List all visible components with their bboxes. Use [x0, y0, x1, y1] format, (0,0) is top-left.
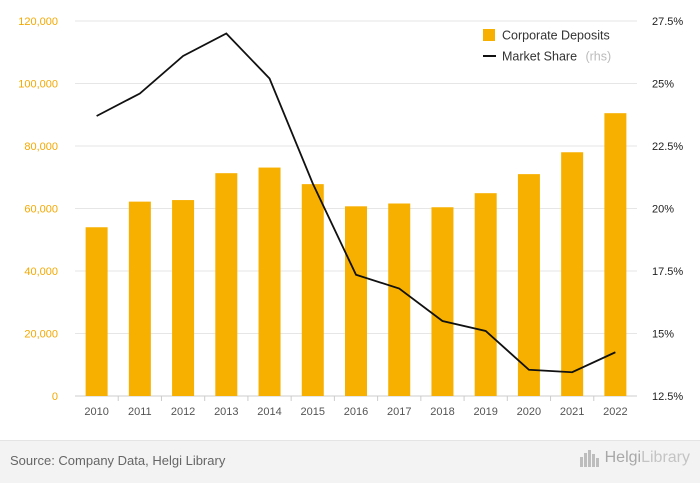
- market-share-line: [96, 32, 616, 374]
- bar: [474, 193, 497, 396]
- bar-series-corporate-deposits: [85, 113, 627, 396]
- bar: [431, 207, 454, 396]
- x-tick-label: 2010: [84, 406, 108, 418]
- right-tick-label: 17.5%: [652, 266, 683, 278]
- x-tick-label: 2022: [603, 406, 627, 418]
- bar: [258, 167, 281, 396]
- left-tick-label: 120,000: [18, 16, 58, 28]
- right-tick-label: 12.5%: [652, 391, 683, 403]
- x-tick-label: 2011: [128, 406, 152, 418]
- bar: [215, 173, 238, 396]
- left-axis-ticks: 0 20,000 40,000 60,000 80,000 100,000 120,000: [18, 16, 58, 403]
- x-axis-ticks: 2010 2011 2012 2013 2014 2015 2016 2017 2018 2019…: [84, 396, 628, 418]
- logo-text-library: Library: [641, 449, 690, 466]
- left-tick-label: 100,000: [18, 79, 58, 91]
- x-tick-label: 2020: [517, 406, 541, 418]
- left-tick-label: 0: [52, 391, 58, 403]
- x-tick-label: 2021: [560, 406, 584, 418]
- helgi-library-logo[interactable]: HelgiLibrary: [579, 449, 690, 467]
- left-tick-label: 60,000: [24, 204, 58, 216]
- x-tick-label: 2012: [171, 406, 195, 418]
- right-tick-label: 22.5%: [652, 141, 683, 153]
- right-tick-label: 15%: [652, 329, 674, 341]
- bar: [85, 227, 108, 396]
- legend-label-market-share: Market Share (rhs): [502, 48, 611, 65]
- logo-text-helgi: Helgi: [604, 449, 642, 466]
- x-tick-label: 2014: [257, 406, 281, 418]
- bar: [561, 152, 584, 396]
- line-series-market-share: [96, 32, 616, 374]
- source-note: Source: Company Data, Helgi Library: [10, 453, 226, 468]
- combo-chart: 020,00040,00060,00080,000100,000120,000 …: [18, 16, 683, 418]
- footer: Source: Company Data, Helgi Library Helg…: [0, 440, 700, 483]
- bar: [604, 113, 627, 396]
- x-tick-label: 2019: [473, 406, 497, 418]
- right-tick-label: 27.5%: [652, 16, 683, 28]
- x-tick-label: 2015: [301, 406, 325, 418]
- bar: [172, 200, 195, 396]
- logo-text: HelgiLibrary: [605, 449, 690, 467]
- x-tick-label: 2017: [387, 406, 411, 418]
- left-tick-label: 20,000: [24, 329, 58, 341]
- bar: [517, 174, 540, 396]
- bar: [128, 201, 151, 396]
- skyline-icon: [579, 450, 599, 467]
- bar: [345, 206, 367, 396]
- legend: Corporate Deposits Market Share (rhs): [483, 29, 611, 65]
- x-tick-label: 2013: [214, 406, 238, 418]
- right-tick-label: 25%: [652, 79, 674, 91]
- x-tick-label: 2016: [344, 406, 368, 418]
- left-tick-label: 80,000: [24, 141, 58, 153]
- legend-swatch-corporate-deposits: [483, 29, 495, 41]
- left-tick-label: 40,000: [24, 266, 58, 278]
- right-tick-label: 20%: [652, 204, 674, 216]
- legend-label-corporate-deposits: Corporate Deposits: [502, 29, 610, 43]
- right-axis-ticks: 12.5% 15% 17.5% 20% 22.5% 25% 27.5%: [652, 16, 683, 403]
- bar: [388, 203, 411, 396]
- bar: [301, 184, 324, 396]
- x-tick-label: 2018: [430, 406, 454, 418]
